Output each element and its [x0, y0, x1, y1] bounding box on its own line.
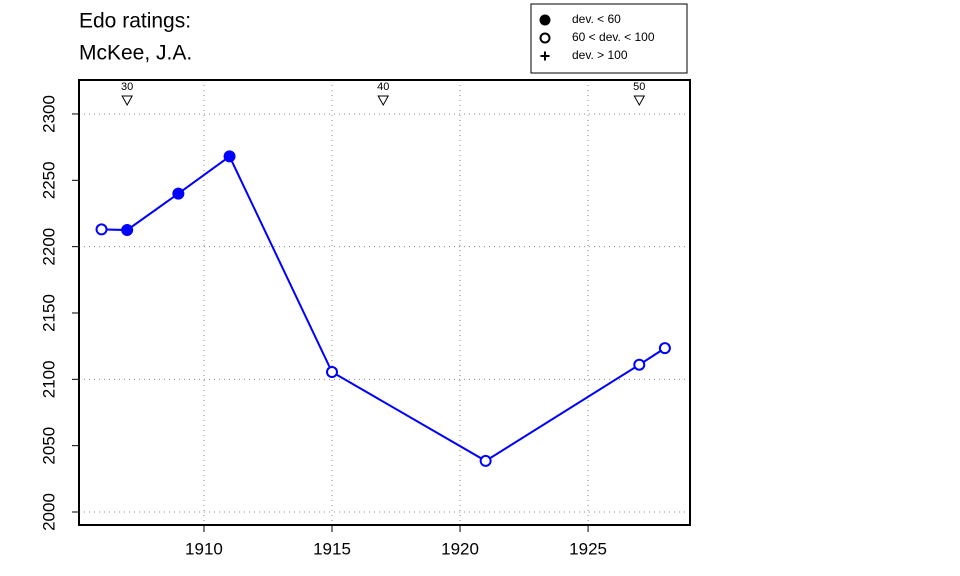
legend-label: dev. < 60	[572, 12, 621, 26]
legend: dev. < 60 60 < dev. < 100 dev. > 100	[530, 3, 688, 74]
y-tick-label: 2250	[39, 161, 58, 199]
data-point	[633, 358, 646, 371]
data-point	[479, 454, 492, 467]
x-tick-label: 1925	[569, 539, 607, 558]
y-tick-label: 2100	[39, 360, 58, 398]
marker	[540, 51, 550, 61]
annotation-label: 50	[633, 81, 645, 93]
chart-title: Edo ratings:	[79, 10, 191, 33]
legend-label: dev. > 100	[572, 48, 628, 62]
marker	[539, 32, 551, 44]
legend-box	[530, 3, 688, 74]
data-point	[121, 224, 134, 237]
annotation-marker	[121, 95, 133, 107]
y-tick-label: 2050	[39, 427, 58, 465]
data-point	[658, 342, 671, 355]
data-point	[326, 366, 339, 379]
y-tick-label: 2300	[39, 95, 58, 133]
chart-subtitle: McKee, J.A.	[79, 42, 192, 65]
marker	[539, 14, 551, 26]
plot-frame	[78, 79, 691, 526]
data-point	[95, 223, 108, 236]
annotation-label: 30	[121, 81, 133, 93]
annotation-marker	[377, 95, 390, 107]
annotation-marker	[633, 95, 646, 107]
x-tick-label: 1910	[185, 539, 223, 558]
y-tick-label: 2150	[39, 294, 58, 332]
legend-label: 60 < dev. < 100	[572, 30, 655, 44]
x-tick-label: 1915	[313, 539, 351, 558]
y-tick-label: 2000	[39, 493, 58, 531]
annotation-label: 40	[377, 81, 389, 93]
x-tick-label: 1920	[441, 539, 479, 558]
y-tick-label: 2200	[39, 228, 58, 266]
series-line	[101, 154, 666, 463]
data-point	[172, 187, 185, 200]
data-point	[223, 150, 236, 163]
